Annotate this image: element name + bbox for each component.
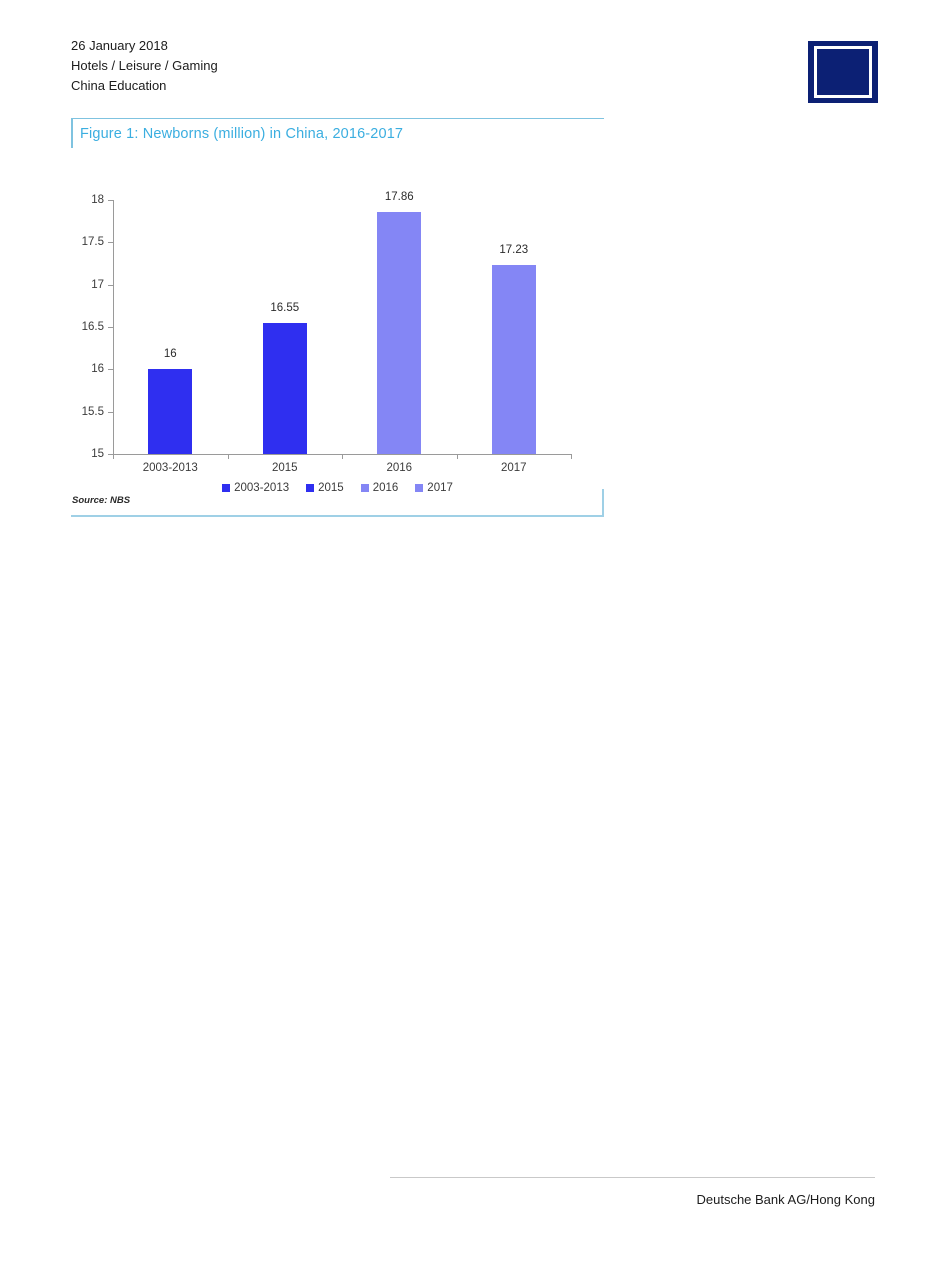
legend-item: 2015 [306, 482, 344, 494]
bar-2003-2013 [148, 369, 193, 454]
y-axis-label: 15.5 [81, 405, 104, 418]
y-axis-label: 15 [91, 448, 104, 460]
y-axis-tick [108, 369, 113, 371]
bar-value-label: 17.86 [384, 190, 414, 203]
deutsche-bank-logo [808, 41, 878, 103]
bar-value-label: 16 [163, 348, 177, 361]
source-note: Source: NBS [72, 495, 131, 506]
bar-chart: 15 15.5 16 16.5 17 17.5 18 16 2003-2013 16.55 2015… [71, 148, 604, 513]
x-axis-tick [571, 454, 572, 459]
y-axis-tick [108, 327, 113, 328]
legend-swatch-icon [360, 484, 369, 492]
legend-swatch-icon [415, 484, 424, 492]
x-axis-label: 2017 [500, 462, 527, 474]
legend-label: 2017 [427, 482, 453, 494]
figure-title: Figure 1: Newborns (million) in China, 2… [80, 126, 404, 142]
bar-2017 [491, 265, 536, 454]
legend-item: 2016 [360, 482, 399, 494]
x-axis-label: 2016 [386, 462, 413, 474]
legend-swatch-icon [222, 484, 231, 492]
legend-swatch-icon [306, 484, 315, 492]
bar-value-label: 16.55 [270, 301, 300, 314]
y-axis-tick [108, 284, 113, 286]
bar-2015 [262, 322, 307, 454]
figure-title-bar: Figure 1: Newborns (million) in China, 2… [71, 118, 604, 148]
bar-2016 [377, 211, 422, 454]
x-axis-tick [113, 454, 114, 459]
chart-legend: 2003-2013 2015 2016 2017 [71, 482, 604, 494]
logo-slash-icon [822, 53, 865, 95]
x-axis-label: 2003-2013 [142, 462, 198, 474]
figure-block: Figure 1: Newborns (million) in China, 2… [71, 118, 604, 513]
logo-inner-frame [814, 46, 872, 98]
x-axis-tick [457, 454, 458, 459]
y-axis-tick [108, 411, 113, 413]
source-box: Source: NBS [71, 489, 604, 517]
x-axis-tick [342, 454, 343, 459]
report-topic: China Education [71, 78, 167, 93]
y-axis-label: 16.5 [81, 321, 104, 333]
y-axis-tick [108, 454, 113, 455]
legend-label: 2003-2013 [234, 482, 290, 494]
y-axis-tick [108, 200, 113, 201]
legend-label: 2015 [318, 482, 344, 494]
footer-entity: Deutsche Bank AG/Hong Kong [696, 1192, 875, 1207]
document-header: 26 January 2018 Hotels / Leisure / Gamin… [71, 36, 218, 96]
y-axis-line [113, 200, 114, 454]
y-axis-tick [108, 242, 113, 244]
y-axis-label: 18 [91, 194, 104, 206]
legend-item: 2003-2013 [222, 482, 289, 494]
legend-label: 2016 [372, 482, 399, 494]
legend-item: 2017 [415, 482, 453, 494]
x-axis-tick [228, 454, 229, 459]
footer-divider [390, 1177, 875, 1178]
y-axis-label: 16 [91, 363, 104, 376]
y-axis-label: 17 [91, 278, 104, 291]
report-date: 26 January 2018 [71, 38, 168, 53]
x-axis-label: 2015 [271, 462, 298, 474]
report-sector: Hotels / Leisure / Gaming [71, 58, 218, 73]
chart-plot-area: 15 15.5 16 16.5 17 17.5 18 16 2003-2013 16.55 2015… [82, 191, 572, 474]
bar-value-label: 17.23 [499, 244, 529, 257]
y-axis-label: 17.5 [81, 236, 104, 249]
